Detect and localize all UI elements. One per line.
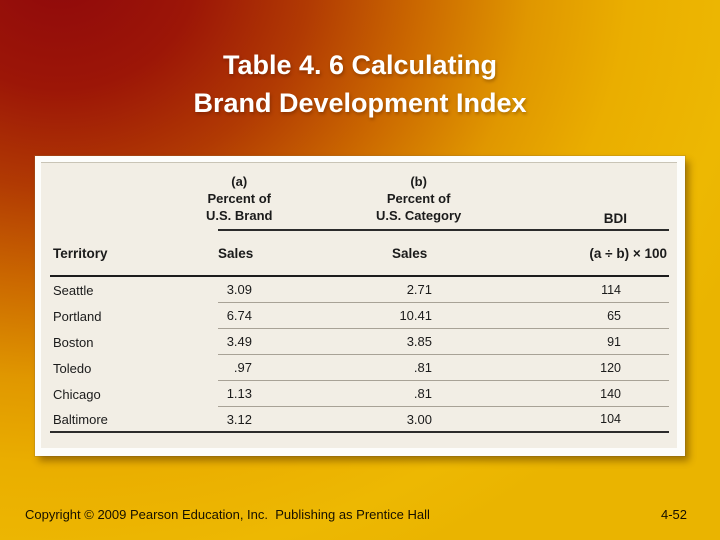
- group-header-a: (a) Percent of U.S. Brand: [206, 169, 392, 231]
- cell-bdi: 104: [558, 407, 669, 433]
- slide-title: Table 4. 6 Calculating Brand Development…: [0, 46, 720, 122]
- cell-category-sales: 10.41: [392, 303, 558, 329]
- group-header-spacer: [50, 169, 218, 231]
- bdi-table: (a) Percent of U.S. Brand (b) Percent of…: [50, 169, 669, 433]
- cell-bdi: 65: [558, 303, 669, 329]
- col-header-bdi-formula: (a ÷ b) × 100: [558, 231, 669, 277]
- group-header-a-label: (a) Percent of U.S. Brand: [206, 174, 273, 223]
- slide-title-line2: Brand Development Index: [193, 88, 527, 118]
- cell-territory: Seattle: [53, 282, 94, 298]
- group-header-bdi: BDI: [558, 169, 669, 231]
- cell-brand-sales: 1.13: [218, 381, 392, 407]
- cell-territory: Portland: [53, 308, 102, 324]
- group-header-b: (b) Percent of U.S. Category: [376, 169, 558, 231]
- cell-category-sales: 3.85: [392, 329, 558, 355]
- group-header-b-label: (b) Percent of U.S. Category: [376, 174, 462, 223]
- page-number: 4-52: [660, 507, 687, 522]
- cell-territory: Chicago: [53, 386, 101, 402]
- cell-category-sales: 3.00: [392, 407, 558, 433]
- footer-copyright: Copyright © 2009 Pearson Education, Inc.…: [25, 507, 430, 522]
- cell-category-sales: 2.71: [392, 277, 558, 303]
- table-frame: (a) Percent of U.S. Brand (b) Percent of…: [35, 156, 685, 456]
- cell-bdi: 120: [558, 355, 669, 381]
- cell-brand-sales: 3.12: [218, 407, 392, 433]
- cell-category-sales: .81: [392, 355, 558, 381]
- group-header-bdi-label: BDI: [603, 211, 627, 226]
- cell-territory: Baltimore: [50, 407, 218, 433]
- cell-territory: Boston: [53, 334, 94, 350]
- cell-brand-sales: .97: [218, 355, 392, 381]
- cell-brand-sales: 3.09: [218, 277, 392, 303]
- col-header-territory: Territory: [50, 231, 218, 277]
- table-image-background: (a) Percent of U.S. Brand (b) Percent of…: [41, 162, 677, 448]
- cell-bdi: 114: [558, 277, 669, 303]
- col-header-category-sales: Sales: [392, 231, 558, 277]
- cell-brand-sales: 3.49: [218, 329, 392, 355]
- slide-title-line1: Table 4. 6 Calculating: [222, 50, 498, 80]
- cell-brand-sales: 6.74: [218, 303, 392, 329]
- cell-bdi: 140: [558, 381, 669, 407]
- cell-bdi: 91: [558, 329, 669, 355]
- cell-territory: Toledo: [53, 360, 92, 376]
- col-header-brand-sales: Sales: [218, 231, 392, 277]
- cell-category-sales: .81: [392, 381, 558, 407]
